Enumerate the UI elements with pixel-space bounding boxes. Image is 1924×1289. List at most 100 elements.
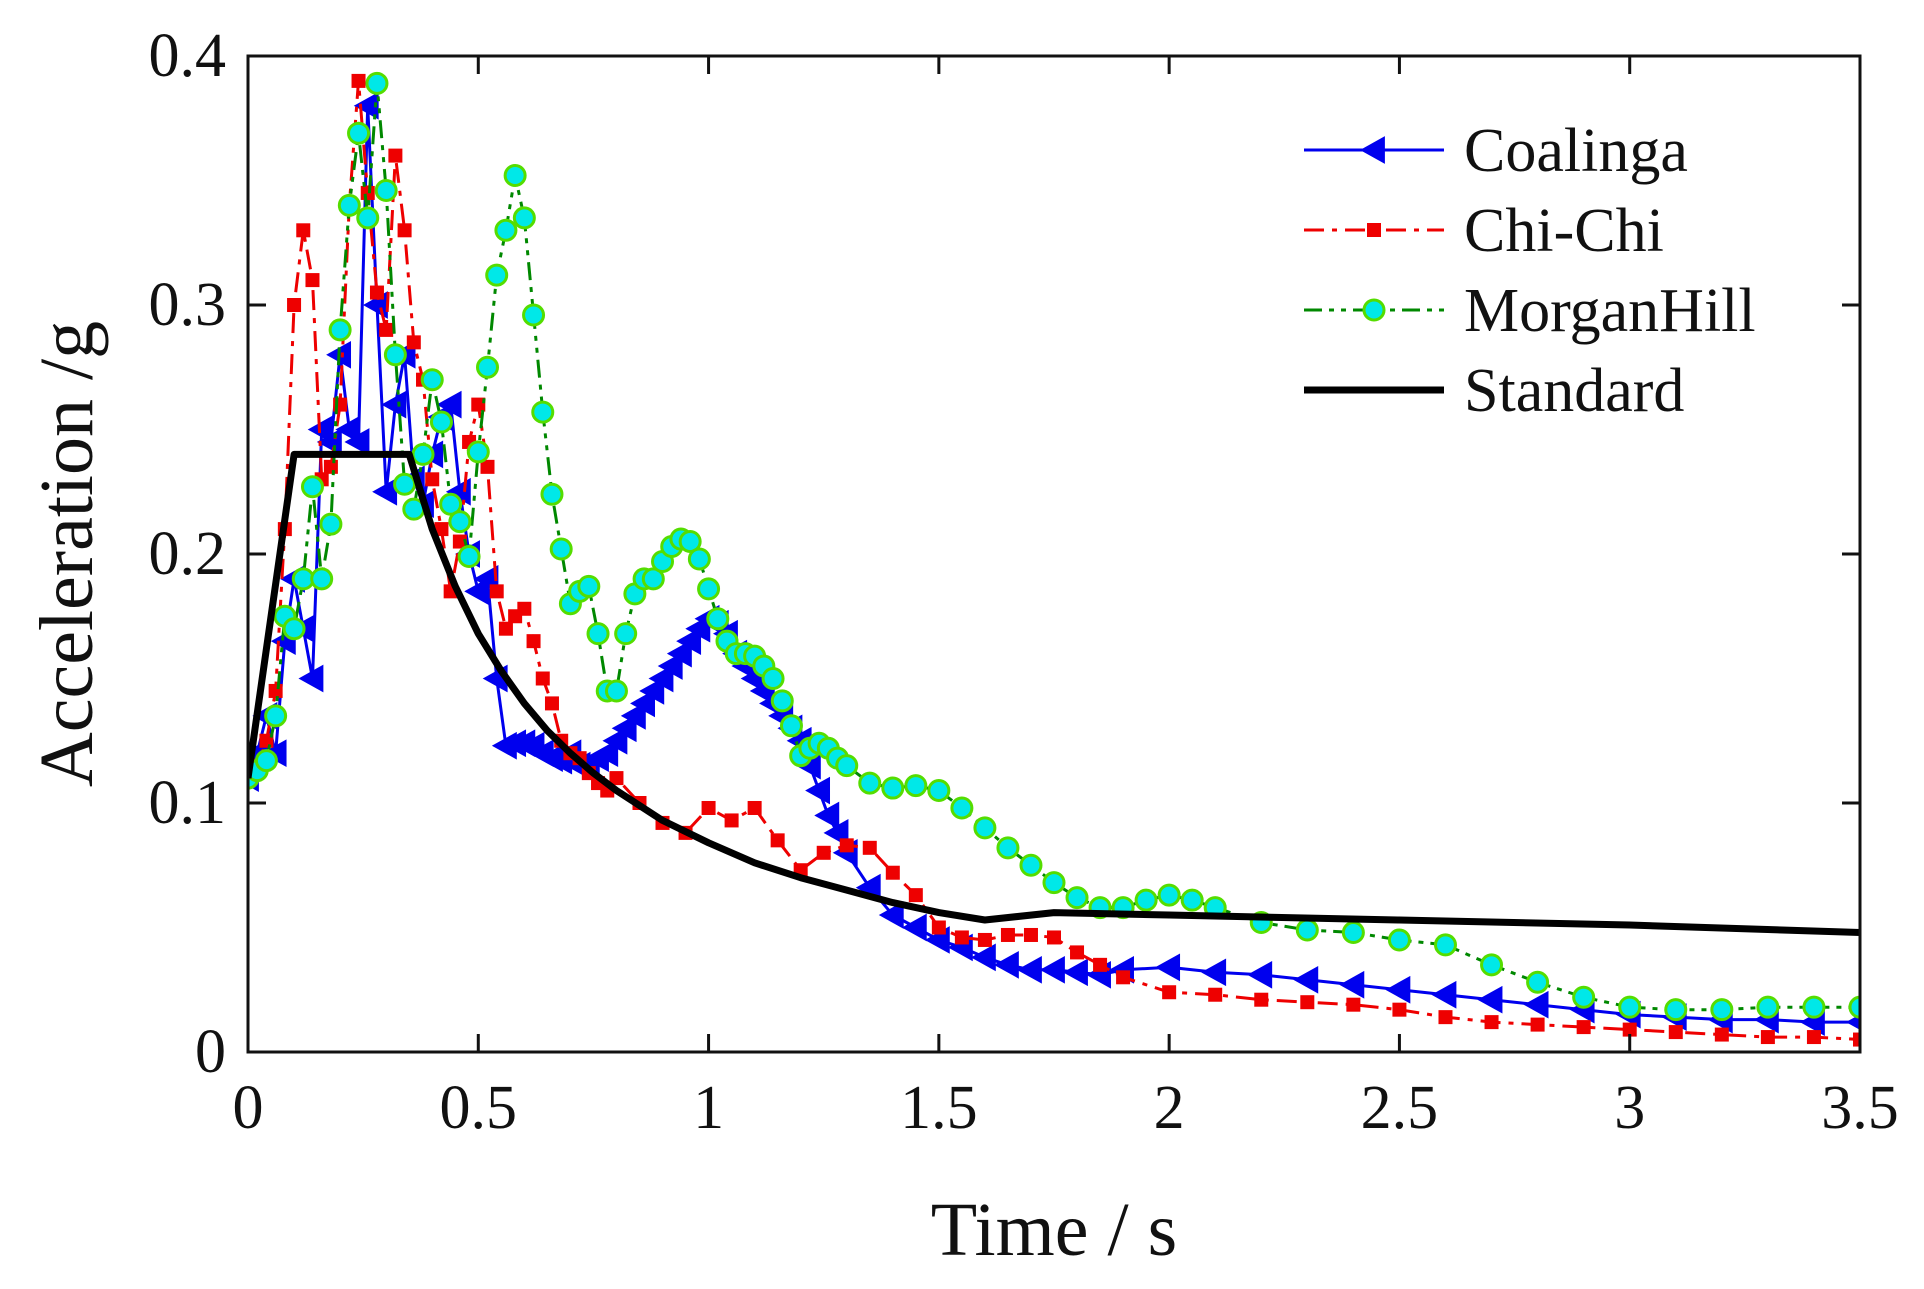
- y-tick-label: 0.2: [149, 520, 227, 588]
- morganhill-point: [264, 704, 288, 728]
- morganhill-legend-marker: [1362, 298, 1386, 322]
- morganhill-point: [356, 206, 380, 230]
- chi-chi-point: [816, 845, 831, 860]
- y-tick-label: 0.4: [149, 22, 227, 90]
- chi-chi-point: [908, 888, 923, 903]
- morganhill-point: [996, 836, 1020, 860]
- coalinga-point: [436, 390, 462, 419]
- morganhill-point: [466, 440, 490, 464]
- chi-chi-point: [954, 930, 969, 945]
- morganhill-point: [678, 530, 702, 554]
- chi-chi-point: [1047, 930, 1061, 945]
- chi-chi-point: [977, 932, 992, 947]
- coalinga-point: [602, 726, 628, 755]
- morganhill-point: [697, 577, 721, 601]
- chi-chi-point: [1116, 970, 1131, 985]
- morganhill-point: [1848, 995, 1860, 1019]
- chi-chi-point: [1346, 997, 1361, 1012]
- chi-chi-point: [434, 522, 449, 537]
- morganhill-point: [706, 607, 730, 631]
- coalinga-point: [1155, 953, 1181, 982]
- coalinga-point: [298, 664, 324, 693]
- coalinga-point: [593, 739, 619, 768]
- morganhill-point: [1295, 918, 1319, 942]
- chi-chi-point: [1806, 1030, 1821, 1045]
- chi-chi-point: [1254, 992, 1269, 1007]
- morganhill-point: [300, 475, 324, 499]
- morganhill-point: [1157, 883, 1181, 907]
- series-morganhill: [248, 71, 1860, 1022]
- morganhill-point: [439, 492, 463, 516]
- chi-chi-point: [388, 148, 403, 163]
- morganhill-point: [770, 689, 794, 713]
- coalinga-point: [970, 943, 996, 972]
- morganhill-point: [1802, 995, 1826, 1019]
- coalinga-point: [993, 951, 1019, 979]
- morganhill-point: [1387, 928, 1411, 952]
- chi-chi-point: [1622, 1022, 1637, 1037]
- chi-chi-point: [609, 771, 624, 786]
- chi-chi-point: [1714, 1027, 1729, 1042]
- morganhill-point: [687, 547, 711, 571]
- coalinga-point: [335, 415, 361, 444]
- morganhill-point: [1065, 886, 1089, 910]
- morganhill-point: [1341, 920, 1365, 944]
- chi-chi-legend-marker: [1367, 223, 1381, 237]
- legend: Coalinga Chi-Chi MorganHill Standard: [1304, 117, 1756, 425]
- legend-item-coalinga: Coalinga: [1304, 117, 1688, 185]
- morganhill-point: [475, 355, 499, 379]
- chi-chi-point: [517, 601, 532, 616]
- series-layer: [248, 71, 1860, 1047]
- coalinga-legend-marker: [1359, 136, 1385, 164]
- chi-chi-point: [397, 223, 412, 238]
- chi-chi-point: [1023, 927, 1038, 942]
- chi-chi-point: [489, 584, 504, 599]
- coalinga-point: [344, 428, 370, 456]
- chi-chi-point: [480, 459, 495, 474]
- coalinga-point: [666, 639, 692, 668]
- morganhill-point: [1756, 995, 1780, 1019]
- morganhill-point: [881, 776, 905, 800]
- series-line-standard: [248, 450, 1860, 936]
- x-tick-label: 1.5: [900, 1074, 978, 1142]
- chi-chi-point: [369, 285, 384, 300]
- morganhill-point: [614, 622, 638, 646]
- coalinga-point: [901, 913, 927, 942]
- series-standard: [248, 450, 1860, 936]
- morganhill-point: [950, 796, 974, 820]
- chi-chi-point: [1300, 995, 1315, 1010]
- chi-chi-point: [1438, 1010, 1453, 1025]
- morganhill-point: [374, 178, 398, 202]
- chi-chi-point: [1530, 1017, 1545, 1032]
- chi-chi-point: [1000, 927, 1015, 942]
- chi-chi-point: [1760, 1030, 1775, 1045]
- chi-chi-point: [862, 840, 877, 855]
- morganhill-point: [485, 263, 509, 287]
- chi-chi-point: [724, 813, 739, 828]
- coalinga-point: [1247, 960, 1273, 989]
- morganhill-point: [604, 679, 628, 703]
- morganhill-point: [411, 442, 435, 466]
- y-tick-label: 0: [195, 1018, 226, 1086]
- coalinga-point: [1339, 970, 1365, 999]
- morganhill-point: [254, 749, 278, 773]
- morganhill-point: [531, 400, 555, 424]
- x-tick-label: 3.5: [1821, 1074, 1899, 1142]
- morganhill-point: [835, 754, 859, 778]
- chi-chi-point: [839, 838, 854, 853]
- morganhill-point: [457, 544, 481, 568]
- morganhill-point: [420, 368, 444, 392]
- morganhill-point: [1019, 853, 1043, 877]
- morganhill-point: [365, 71, 389, 95]
- x-tick-label: 2: [1154, 1074, 1185, 1142]
- morganhill-point: [383, 343, 407, 367]
- x-tick-label: 3: [1614, 1074, 1645, 1142]
- morganhill-point: [448, 510, 472, 534]
- chi-chi-point: [379, 322, 394, 337]
- chi-chi-point: [1484, 1015, 1499, 1030]
- coalinga-point: [1062, 958, 1088, 987]
- axes-layer: 0 0.5 1 1.5 2 2.5 3 3.5 0 0.1 0.2 0.3 0.4: [149, 22, 1899, 1142]
- coalinga-point: [1477, 985, 1503, 1014]
